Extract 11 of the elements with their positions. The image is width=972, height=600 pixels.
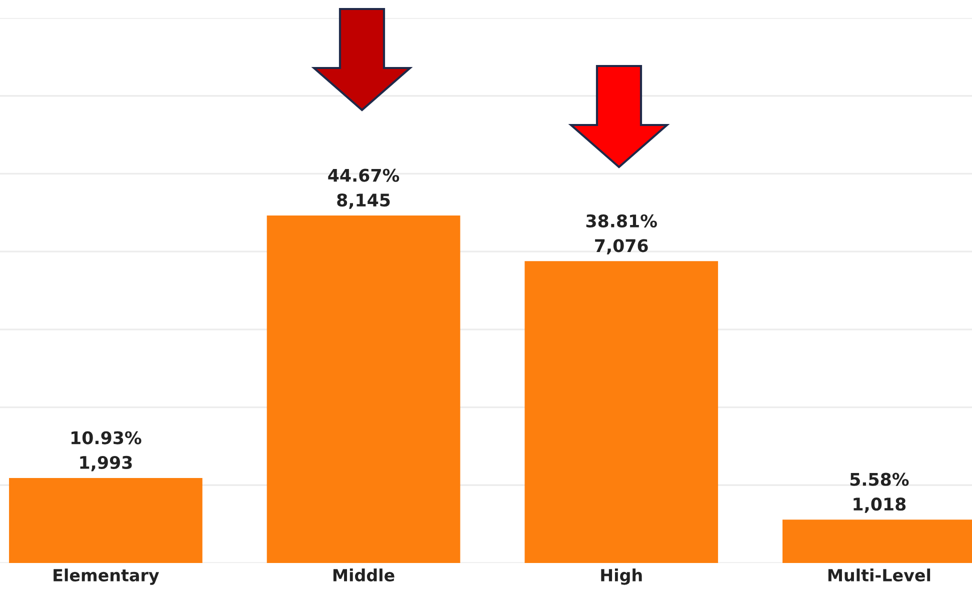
bar — [266, 216, 460, 563]
x-tick-label: Middle — [333, 568, 394, 582]
data-label: 38.81% 7,076 — [586, 214, 657, 254]
x-tick-label: Elementary — [54, 568, 160, 585]
x-tick-label: High — [601, 568, 642, 585]
x-tick-label: Multi-Level — [828, 568, 930, 582]
data-label: 44.67% 8,145 — [328, 168, 400, 209]
data-label: 5.58% 1,018 — [850, 472, 909, 513]
bar — [524, 261, 718, 563]
data-label: 10.93% 1,993 — [72, 431, 142, 472]
bar — [9, 478, 202, 563]
